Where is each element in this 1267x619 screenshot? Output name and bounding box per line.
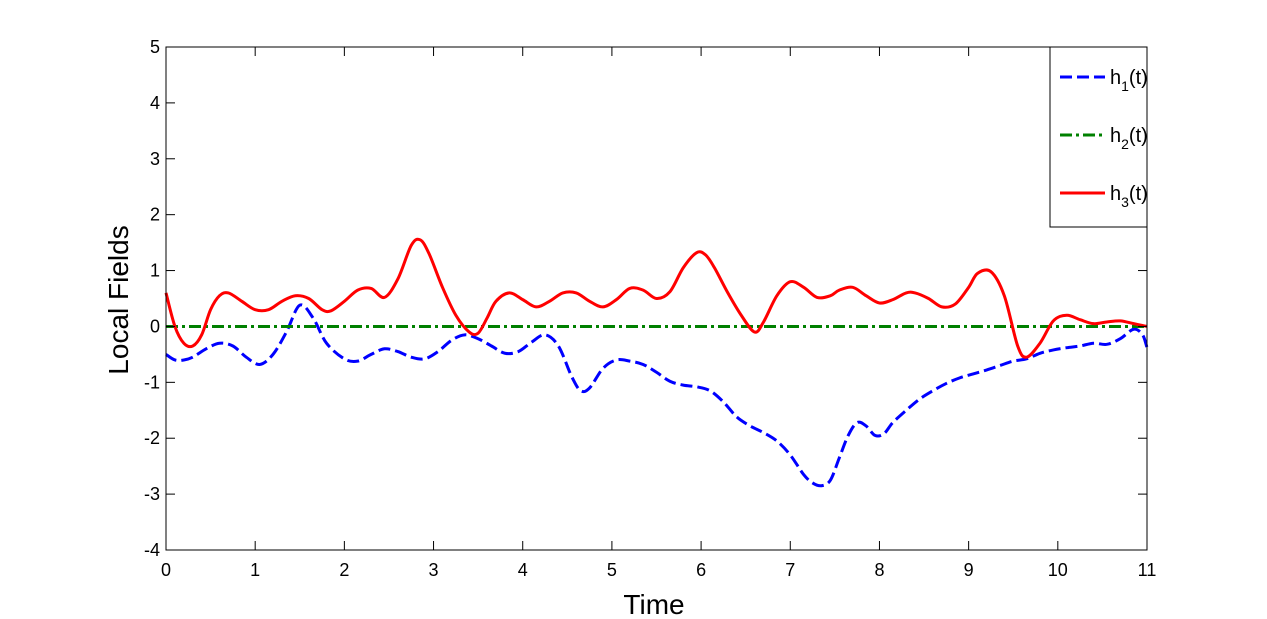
x-tick-label: 1 [250,560,260,580]
y-tick-label: -1 [144,372,160,392]
y-tick-label: 4 [150,93,160,113]
y-tick-label: -3 [144,484,160,504]
legend-label-h3: h3(t) [1110,183,1148,210]
x-tick-label: 7 [785,560,795,580]
y-tick-label: -2 [144,428,160,448]
x-tick-label: 2 [339,560,349,580]
legend-label-h2: h2(t) [1110,125,1148,152]
x-tick-label: 3 [429,560,439,580]
x-tick-label: 6 [696,560,706,580]
x-tick-label: 4 [518,560,528,580]
y-tick-label: 0 [150,316,160,336]
legend: h1(t) h2(t) h3(t) [1049,46,1148,228]
y-tick-label: 1 [150,261,160,281]
x-tick-label: 11 [1138,560,1157,580]
y-tick-label: 5 [150,37,160,57]
x-tick-label: 5 [607,560,617,580]
x-tick-label: 8 [874,560,884,580]
series-layer [164,237,1149,488]
x-tick-label: 0 [161,560,171,580]
series-line-h1 [165,303,1149,488]
y-tick-label: 3 [150,149,160,169]
series-line-h3 [164,237,1148,359]
y-tick-label: -4 [144,540,160,560]
plot-frame [165,46,1148,551]
y-axis-title: Local Fields [103,225,134,374]
x-axis-title: Time [623,589,684,619]
legend-label-h1: h1(t) [1110,67,1148,94]
tick-layer: 0 1 2 3 4 5 6 7 8 9 10 11 -4 -3 -2 -1 0 1 2 3 4 5 [144,37,1156,580]
x-tick-label: 9 [964,560,974,580]
y-tick-label: 2 [150,205,160,225]
x-tick-label: 10 [1048,560,1068,580]
